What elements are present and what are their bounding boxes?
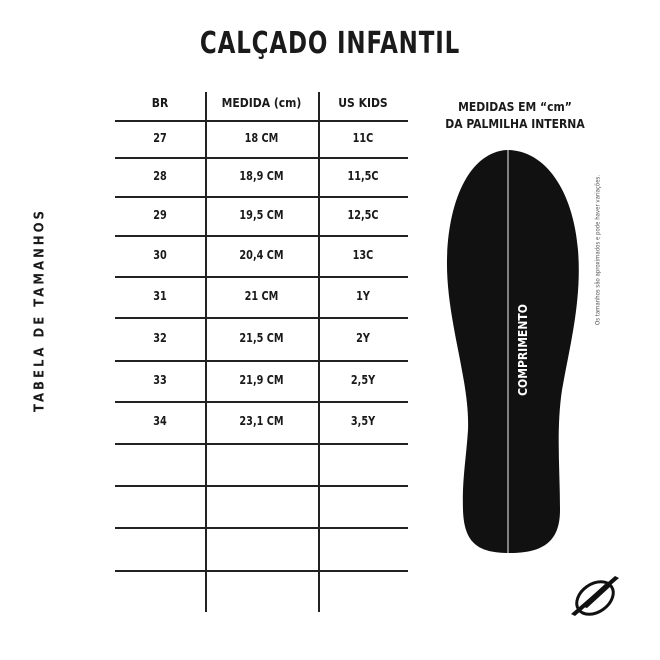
row-divider — [115, 235, 408, 237]
disclaimer-note: Os tamanhos são aproximados e pode haver… — [594, 174, 602, 326]
row-divider — [115, 360, 408, 362]
brand-wing-logo-icon — [571, 576, 619, 616]
table-cell: 1Y — [356, 288, 370, 303]
table-cell: 34 — [153, 414, 167, 428]
table-cell: 3,5Y — [350, 414, 376, 428]
length-label: COMPRIMENTO — [516, 304, 530, 396]
insole-shape — [446, 150, 579, 553]
row-divider — [115, 276, 408, 278]
table-cell: 20,4 CM — [239, 247, 284, 262]
table-cell: 27 — [153, 130, 167, 145]
row-divider — [115, 443, 408, 445]
row-divider — [115, 157, 408, 159]
row-divider — [115, 570, 408, 572]
header-br: BR — [151, 96, 169, 110]
table-cell: 11,5C — [347, 168, 379, 183]
row-divider — [115, 527, 408, 529]
table-cell: 21,5 CM — [239, 330, 284, 345]
insole-heading: MEDIDAS EM “cm” DA PALMILHA INTERNA — [430, 99, 600, 133]
table-cell: 18 CM — [244, 130, 279, 145]
table-cell: 23,1 CM — [239, 414, 284, 428]
table-cell: 29 — [153, 207, 167, 222]
row-divider — [115, 401, 408, 403]
row-divider — [115, 196, 408, 198]
header-us-kids: US KIDS — [338, 96, 388, 110]
table-cell: 12,5C — [347, 207, 379, 222]
table-cell: 30 — [153, 247, 167, 262]
table-cell: 2Y — [356, 330, 370, 345]
table-cell: 21,9 CM — [239, 372, 284, 387]
table-cell: 19,5 CM — [239, 207, 284, 222]
page-title: CALÇADO INFANTIL — [199, 26, 461, 61]
table-cell: 13C — [352, 247, 374, 262]
row-divider — [115, 485, 408, 487]
table-cell: 32 — [153, 330, 167, 345]
header-medida: MEDIDA (cm) — [221, 96, 302, 110]
table-cell: 33 — [153, 372, 167, 387]
row-divider — [115, 317, 408, 319]
table-cell: 18,9 CM — [239, 168, 284, 183]
table-cell: 28 — [153, 168, 167, 183]
table-cell: 21 CM — [244, 288, 279, 303]
row-divider — [115, 120, 408, 122]
table-cell: 2,5Y — [350, 372, 376, 387]
insole-heading-line2: DA PALMILHA INTERNA — [445, 117, 585, 131]
column-divider — [318, 92, 320, 612]
column-divider — [205, 92, 207, 612]
table-cell: 11C — [352, 130, 374, 145]
table-cell: 31 — [153, 288, 167, 303]
insole-heading-line1: MEDIDAS EM “cm” — [458, 100, 572, 114]
